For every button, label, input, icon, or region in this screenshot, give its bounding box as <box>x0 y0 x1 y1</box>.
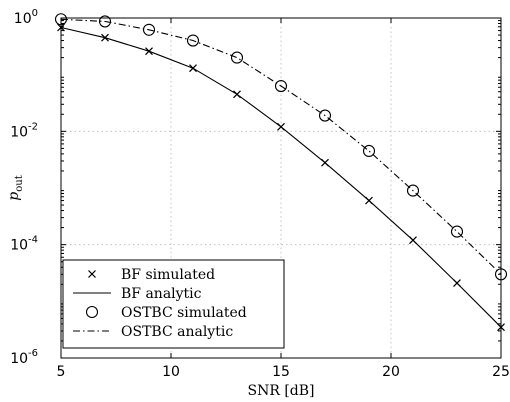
data-point-circle-marker <box>450 225 464 238</box>
x-marker-stroke <box>88 270 96 278</box>
legend-label: BF simulated <box>121 267 215 283</box>
legend-x-marker <box>88 270 96 278</box>
x-tick-label: 10 <box>162 364 180 380</box>
legend: BF simulated BF analytic OSTBC simulated OS… <box>62 259 285 349</box>
y-tick-label: 10-6 <box>10 348 38 367</box>
series-bf-analytic <box>60 26 502 328</box>
y-tick-label: 10-4 <box>10 235 38 254</box>
legend-item: BF analytic <box>73 286 202 302</box>
legend-item: BF simulated <box>88 267 215 283</box>
y-tick-label: 10-2 <box>10 121 38 140</box>
y-axis-title-subscript: out <box>14 175 25 191</box>
data-point-circle-marker <box>142 23 156 36</box>
legend-item: OSTBC analytic <box>73 324 233 340</box>
legend-circle-marker <box>85 305 99 319</box>
data-point-circle-marker <box>318 109 332 122</box>
legend-items: BF simulated BF analytic OSTBC simulated OS… <box>73 267 247 340</box>
data-point-circle-marker <box>362 144 376 158</box>
ticks-layer: 5 10 15 20 25 100 10-2 10-4 10-6 <box>10 8 510 380</box>
data-point-circle-marker <box>186 34 200 47</box>
legend-item: OSTBC simulated <box>85 305 247 321</box>
legend-label: OSTBC analytic <box>121 324 233 340</box>
data-point-circle-marker <box>406 184 420 197</box>
legend-label: BF analytic <box>121 286 202 302</box>
legend-box <box>62 259 285 349</box>
x-tick-label: 5 <box>57 364 66 380</box>
x-tick-label: 20 <box>382 364 400 380</box>
series-ostbc-analytic <box>60 18 502 275</box>
series-line <box>60 26 502 328</box>
data-point-circle-marker <box>274 79 288 93</box>
legend-label: OSTBC simulated <box>121 305 247 321</box>
data-point-circle-marker <box>98 15 112 28</box>
series-line <box>60 18 502 275</box>
y-tick-label: 100 <box>14 8 38 27</box>
x-tick-label: 15 <box>272 364 290 380</box>
data-point-circle-marker <box>230 51 244 64</box>
y-axis-title: pout <box>6 175 25 200</box>
x-tick-label: 25 <box>492 364 510 380</box>
x-axis-title: SNR [dB] <box>247 383 314 399</box>
y-axis-title-main: p <box>6 192 22 201</box>
